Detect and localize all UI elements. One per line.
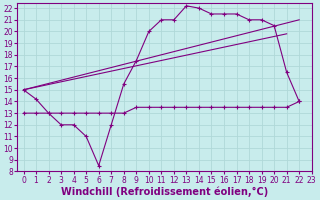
X-axis label: Windchill (Refroidissement éolien,°C): Windchill (Refroidissement éolien,°C) (61, 186, 268, 197)
